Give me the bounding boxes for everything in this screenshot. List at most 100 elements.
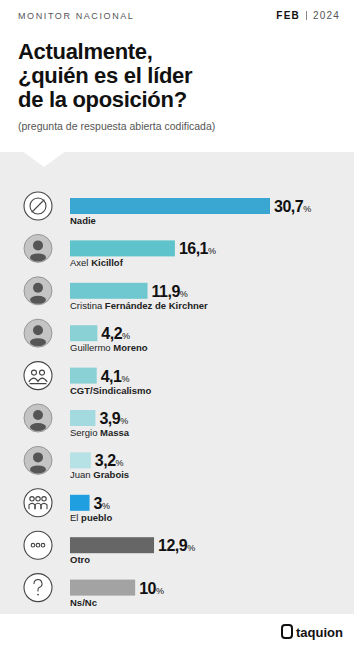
- icon-dots: [24, 531, 52, 559]
- value-label-number: 3,2: [95, 452, 116, 469]
- category-label: CGT/Sindicalismo: [70, 385, 151, 396]
- category-label-part: Moreno: [113, 342, 148, 353]
- value-label: 30,7%: [274, 198, 311, 215]
- value-label: 4,2%: [101, 325, 130, 342]
- bar: [70, 240, 175, 256]
- icon-people: [24, 489, 52, 517]
- bar: [70, 410, 95, 426]
- category-label-part: Cristina: [70, 300, 105, 311]
- icon-photo: [24, 446, 52, 474]
- icon-question: [34, 580, 42, 591]
- icon-body: [30, 253, 46, 261]
- category-label: Cristina Fernández de Kirchner: [70, 300, 208, 311]
- category-label: Juan Grabois: [70, 469, 129, 480]
- value-label-number: 10: [139, 580, 156, 597]
- icons: [24, 192, 52, 602]
- icon-body: [35, 503, 41, 509]
- category-label: Ns/Nc: [70, 597, 97, 608]
- icon-bg: [24, 446, 52, 474]
- icon-ring: [30, 198, 46, 214]
- category-label: Axel Kicillof: [70, 257, 124, 268]
- value-label-number: 3,9: [99, 410, 120, 427]
- icon-dot: [41, 543, 45, 547]
- icon-body: [30, 465, 46, 473]
- icon-body: [41, 503, 47, 509]
- icon-head: [33, 325, 43, 335]
- value-label-unit: %: [303, 204, 311, 214]
- category-label-part: Axel: [70, 257, 91, 268]
- category-label-part: Kicillof: [91, 257, 124, 268]
- icon-dot: [36, 543, 40, 547]
- value-label: 11,9%: [152, 283, 188, 300]
- icon-photo: [24, 277, 52, 305]
- labels: Nadie30,7%Axel Kicillof16,1%Cristina Fer…: [70, 198, 311, 608]
- icon-bg: [24, 277, 52, 305]
- icon-head: [30, 497, 34, 501]
- category-label: Sergio Massa: [70, 427, 130, 438]
- icon-head: [33, 283, 43, 293]
- icon-body: [29, 503, 35, 509]
- bar: [70, 580, 135, 596]
- icon-body: [30, 296, 46, 304]
- category-label-part: El: [70, 512, 81, 523]
- icon-photo: [24, 319, 52, 347]
- value-label: 4,1%: [101, 368, 130, 385]
- value-label: 3,2%: [95, 452, 124, 469]
- bar: [70, 452, 91, 468]
- icon-bg: [24, 192, 52, 220]
- category-label-part: Juan: [70, 469, 93, 480]
- bar: [70, 537, 154, 553]
- logo: taquion: [282, 625, 343, 640]
- category-label: Guillermo Moreno: [70, 342, 148, 353]
- value-label: 3%: [94, 495, 110, 512]
- icon-body: [30, 423, 46, 431]
- icon-union: [24, 362, 52, 390]
- value-label-number: 4,1: [101, 368, 122, 385]
- icon-question: [24, 574, 52, 602]
- icon-question-dot: [37, 594, 39, 596]
- icon-bg: [24, 404, 52, 432]
- value-label-unit: %: [180, 289, 188, 299]
- icon-head: [32, 370, 37, 375]
- value-label-number: 16,1: [179, 240, 209, 257]
- bars: [70, 198, 270, 596]
- bar: [70, 368, 97, 384]
- icon-slash: [32, 200, 44, 212]
- category-label: El pueblo: [70, 512, 112, 523]
- value-label: 12,9%: [158, 537, 195, 554]
- header-month: FEB: [276, 10, 300, 21]
- value-label-unit: %: [208, 246, 216, 256]
- icon-bg: [24, 362, 52, 390]
- value-label-unit: %: [102, 501, 110, 511]
- category-label-part: Massa: [100, 427, 130, 438]
- icon-bg: [24, 574, 52, 602]
- category-label-part: Sergio: [70, 427, 100, 438]
- panel-notch: [22, 151, 66, 167]
- value-label-unit: %: [116, 458, 124, 468]
- category-label: Nadie: [70, 215, 96, 226]
- icon-photo: [24, 234, 52, 262]
- logo-icon: [282, 625, 292, 638]
- category-label: Otro: [70, 554, 90, 565]
- icon-none: [24, 192, 52, 220]
- category-label-part: Fernández de Kirchner: [105, 300, 208, 311]
- icon-head: [42, 497, 46, 501]
- value-label-unit: %: [156, 586, 164, 596]
- header-year: 2024: [313, 10, 340, 21]
- bar: [70, 325, 97, 341]
- icon-body: [30, 338, 46, 346]
- category-label-part: Guillermo: [70, 342, 113, 353]
- icon-bg: [24, 319, 52, 347]
- value-label-unit: %: [122, 331, 130, 341]
- value-label-number: 30,7: [274, 198, 304, 215]
- value-label-unit: %: [187, 543, 195, 553]
- logo-text: taquion: [296, 625, 343, 640]
- title: Actualmente, ¿quién es el líder de la op…: [18, 40, 214, 112]
- category-label-part: Grabois: [93, 469, 129, 480]
- icon-base: [30, 383, 46, 384]
- icon-dot: [31, 543, 35, 547]
- bar: [70, 495, 90, 511]
- bar: [70, 283, 148, 299]
- icon-head: [33, 452, 43, 462]
- value-label-unit: %: [120, 416, 128, 426]
